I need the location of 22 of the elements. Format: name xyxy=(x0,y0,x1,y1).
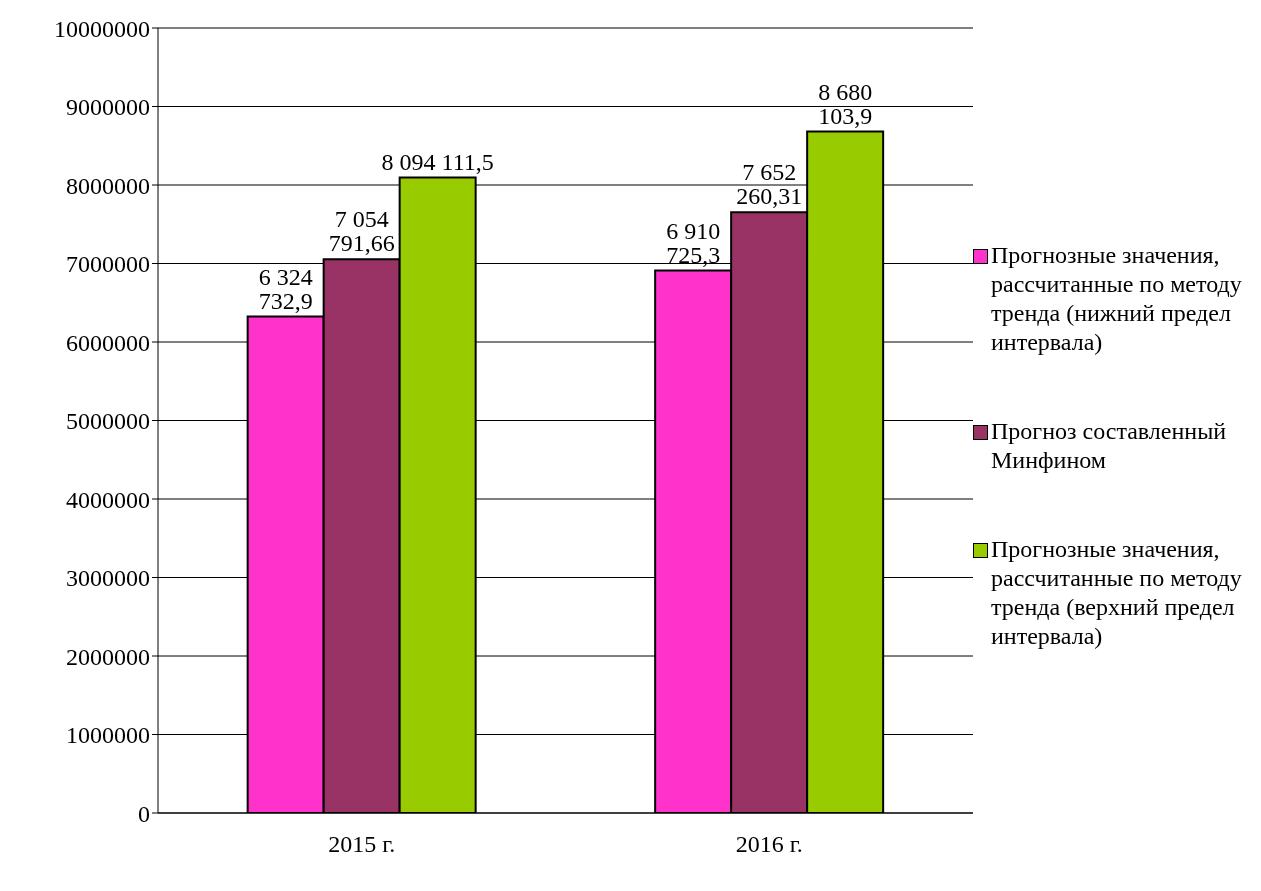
y-tick-label: 8000000 xyxy=(66,172,150,199)
data-label: 8 680 103,9 xyxy=(818,78,873,129)
legend-label: Прогнозные значения, рассчитанные по методу тренда (нижний предел интервала) xyxy=(991,240,1243,357)
y-tick-label: 3000000 xyxy=(66,565,150,592)
x-tick-label: 2016 г. xyxy=(735,831,803,858)
y-tick-label: 1000000 xyxy=(66,722,150,749)
y-tick-label: 5000000 xyxy=(66,408,150,435)
y-tick-label: 6000000 xyxy=(66,329,150,356)
legend-label: Прогноз составленный Минфином xyxy=(991,416,1228,475)
y-tick-label: 9000000 xyxy=(66,94,150,121)
data-label: 8 094 111,5 xyxy=(381,148,494,175)
y-tick-label: 10000000 xyxy=(54,15,150,42)
data-label: 6 910 725,3 xyxy=(666,217,721,268)
y-tick-label: 7000000 xyxy=(66,251,150,278)
legend-label: Прогнозные значения, рассчитанные по методу тренда (верхний предел интервала) xyxy=(991,534,1243,651)
data-label: 7 054 791,66 xyxy=(328,206,395,257)
x-tick-label: 2015 г. xyxy=(328,831,396,858)
y-tick-label: 4000000 xyxy=(66,486,150,513)
y-tick-label: 2000000 xyxy=(66,643,150,670)
data-label: 7 652 260,31 xyxy=(736,159,803,210)
data-label: 6 324 732,9 xyxy=(258,263,313,314)
y-tick-label: 0 xyxy=(138,800,150,827)
